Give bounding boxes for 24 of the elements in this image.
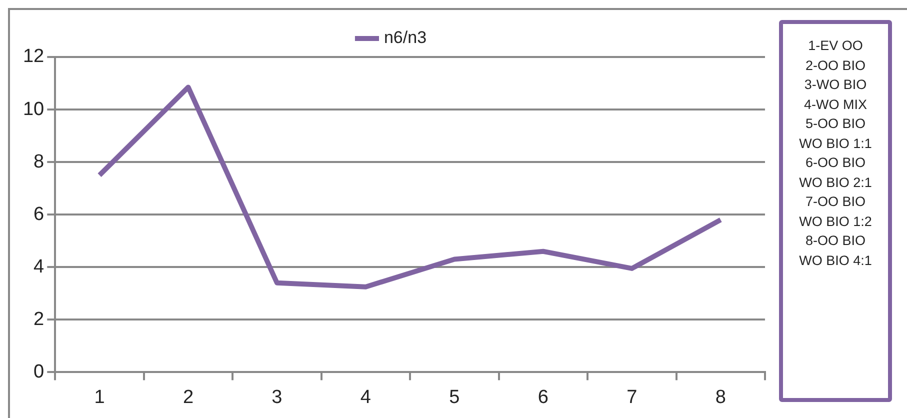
x-tick-label: 6 bbox=[538, 386, 548, 408]
y-tick-label: 4 bbox=[34, 256, 45, 278]
text: 2-OO BIO bbox=[804, 56, 866, 74]
x-tick-label: 8 bbox=[715, 386, 726, 408]
x-tick-label: 4 bbox=[360, 386, 372, 408]
x-tick-label: 7 bbox=[626, 386, 638, 408]
text: 5-OO BIO WO BIO 1:1 bbox=[798, 115, 873, 152]
text: 3-WO BIO bbox=[803, 76, 868, 94]
text: 6-OO BIO WO BIO 2:1 bbox=[798, 154, 873, 192]
legend-label: n6/n3 bbox=[384, 28, 427, 48]
y-tick-label: 0 bbox=[34, 361, 44, 382]
y-tick-label: 8 bbox=[34, 151, 44, 172]
text: 4-WO MIX bbox=[803, 96, 868, 114]
text: 7-OO BIO WO BIO 1:2 bbox=[798, 193, 873, 230]
y-tick-label: 6 bbox=[34, 204, 44, 225]
text: 8-OO BIO WO BIO 4:1 bbox=[798, 232, 873, 270]
y-tick-label: 12 bbox=[22, 46, 44, 68]
x-tick-label: 2 bbox=[182, 386, 194, 408]
y-tick-label: 10 bbox=[22, 98, 44, 120]
y-tick-label: 2 bbox=[34, 308, 44, 330]
text: 1-EV OO bbox=[807, 37, 864, 55]
x-tick-label: 1 bbox=[94, 386, 105, 408]
x-tick-label: 5 bbox=[449, 386, 460, 408]
x-tick-label: 3 bbox=[272, 386, 282, 408]
